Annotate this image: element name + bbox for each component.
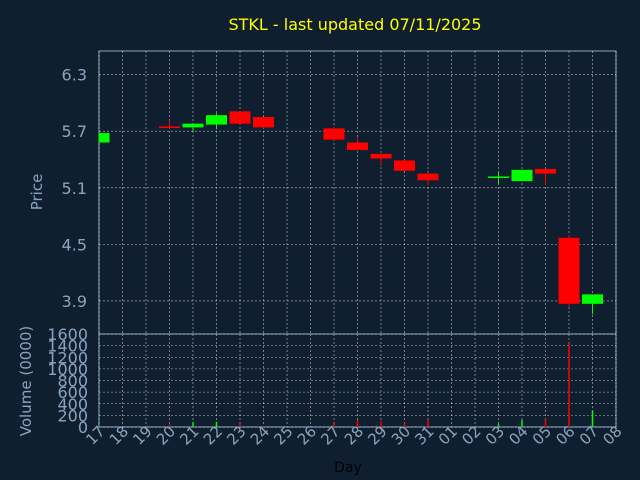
candle-body <box>417 173 439 181</box>
price-grid <box>98 51 617 334</box>
candle-body <box>582 294 603 304</box>
price-tick-label: 6.3 <box>62 66 87 85</box>
volume-bar <box>591 410 594 427</box>
candle-body <box>99 133 110 143</box>
candle-body <box>347 142 368 151</box>
candle-body <box>253 117 274 128</box>
candle-body <box>182 123 204 128</box>
candle-body <box>323 128 345 140</box>
x-tick-label: 31 <box>411 422 437 448</box>
x-tick-label: 21 <box>176 422 202 448</box>
price-tick-label: 5.7 <box>62 122 87 141</box>
volume-tick-label: 1000 <box>47 360 88 379</box>
x-tick-label: 18 <box>106 422 132 448</box>
x-axis-label: Day <box>334 460 362 476</box>
x-tick-label: 19 <box>129 422 155 448</box>
volume-bar <box>333 423 335 427</box>
volume-bar <box>239 423 241 427</box>
volume-tick-label: 1400 <box>47 337 88 356</box>
volume-bar <box>521 420 523 427</box>
x-tick-label: 02 <box>458 422 484 448</box>
volume-tick-label: 0 <box>78 418 88 437</box>
volume-bar <box>168 424 171 427</box>
volume-tick-label: 800 <box>57 372 88 391</box>
volume-axis-label: Volume (0000) <box>17 326 35 436</box>
volume-bar <box>544 418 547 427</box>
x-tick-label: 01 <box>435 422 461 448</box>
candle-body <box>394 160 415 171</box>
candle-body <box>206 115 227 125</box>
volume-tick-label: 1600 <box>47 325 88 344</box>
volume-bar <box>427 420 429 427</box>
chart-title: STKL - last updated 07/11/2025 <box>228 15 481 34</box>
volume-bars <box>98 343 594 427</box>
price-tick-label: 5.1 <box>62 179 87 198</box>
x-ticks: 1718192021222324252627282930310102030405… <box>82 422 625 448</box>
candle-body <box>511 169 533 182</box>
x-tick-label: 25 <box>270 422 296 448</box>
volume-tick-label: 400 <box>57 395 88 414</box>
volume-bar <box>262 425 265 427</box>
volume-grid <box>98 333 617 428</box>
x-tick-label: 06 <box>552 422 578 448</box>
volume-bar <box>568 343 570 427</box>
x-tick-label: 03 <box>482 422 508 448</box>
price-axis-label: Price <box>28 174 46 211</box>
candle-body <box>229 111 251 124</box>
x-tick-label: 08 <box>599 422 625 448</box>
volume-bar <box>497 424 500 427</box>
volume-bar <box>98 426 100 427</box>
volume-bar <box>380 421 382 427</box>
x-tick-label: 24 <box>247 422 273 448</box>
candles <box>98 111 603 315</box>
x-tick-label: 05 <box>529 422 555 448</box>
candle-body <box>370 153 392 159</box>
volume-bar <box>403 422 406 427</box>
price-y-ticks: 6.3 5.7 5.1 4.5 3.9 <box>62 66 87 311</box>
price-tick-label: 4.5 <box>62 235 87 254</box>
candle-body <box>159 126 180 128</box>
volume-tick-label: 200 <box>57 406 88 425</box>
volume-bar <box>192 422 194 427</box>
volume-bar <box>356 420 359 427</box>
candle-body <box>558 237 580 304</box>
volume-tick-label: 1200 <box>47 348 88 367</box>
x-tick-label: 04 <box>505 422 531 448</box>
x-tick-label: 28 <box>341 422 367 448</box>
candle-body <box>535 168 556 174</box>
x-tick-label: 30 <box>388 422 414 448</box>
x-tick-label: 23 <box>223 422 249 448</box>
price-panel: 6.3 5.7 5.1 4.5 3.9 <box>62 50 617 335</box>
x-tick-label: 07 <box>576 422 602 448</box>
x-tick-label: 26 <box>294 422 320 448</box>
candle-body <box>488 176 509 178</box>
volume-tick-label: 600 <box>57 383 88 402</box>
x-tick-label: 20 <box>153 422 179 448</box>
x-tick-label: 29 <box>364 422 390 448</box>
x-tick-label: 27 <box>317 422 343 448</box>
x-tick-label: 22 <box>200 422 226 448</box>
volume-bar <box>215 421 218 427</box>
price-tick-label: 3.9 <box>62 292 87 311</box>
